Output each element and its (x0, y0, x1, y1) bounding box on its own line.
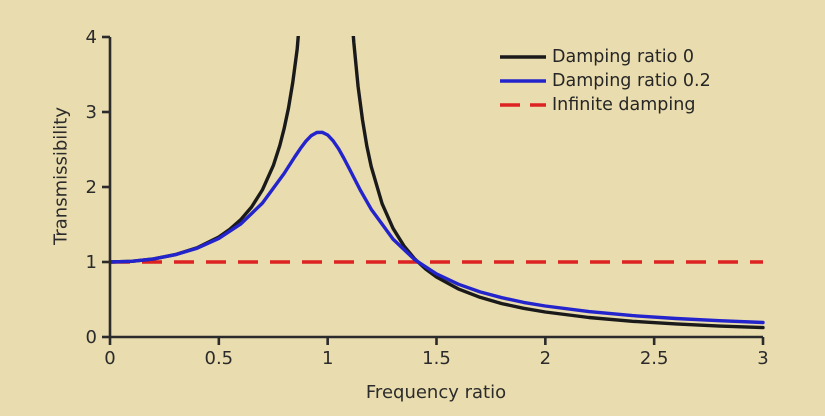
y-tick-label: 4 (86, 27, 97, 48)
x-tick-label: 0 (104, 348, 115, 369)
legend-label: Infinite damping (552, 95, 696, 115)
legend-line-swatch-dashed-red (500, 103, 546, 107)
legend-label: Damping ratio 0.2 (552, 71, 711, 91)
y-tick-label: 0 (86, 327, 97, 348)
legend-item-damping-ratio-0: Damping ratio 0 (499, 45, 711, 69)
legend-item-infinite-damping: Infinite damping (499, 93, 711, 117)
series-group (110, 36, 765, 330)
legend-label: Damping ratio 0 (552, 47, 695, 67)
x-tick-label: 2.5 (640, 348, 669, 369)
legend: Damping ratio 0 Damping ratio 0.2 Infini… (499, 45, 711, 117)
legend-line-swatch-solid-black (500, 55, 546, 59)
x-tick-label: 1 (322, 348, 333, 369)
x-tick-label: 1.5 (422, 348, 451, 369)
legend-item-damping-ratio-0-2: Damping ratio 0.2 (499, 69, 711, 93)
y-axis-label: Transmissibility (50, 107, 72, 245)
x-axis-label: Frequency ratio (365, 382, 507, 403)
series-line-1 (110, 130, 765, 325)
x-tick-label: 2 (540, 348, 551, 369)
x-tick-label: 3 (757, 348, 768, 369)
y-tick-label: 3 (86, 102, 97, 123)
y-tick-label: 2 (86, 177, 97, 198)
x-tick-label: 0.5 (205, 348, 234, 369)
legend-line-swatch-solid-blue (500, 79, 546, 83)
y-tick-label: 1 (86, 252, 97, 273)
